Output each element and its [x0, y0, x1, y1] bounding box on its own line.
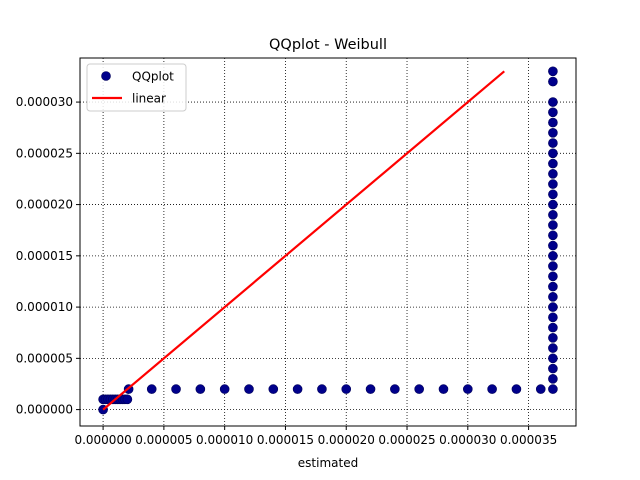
qq-point: [548, 343, 558, 353]
linear-line: [102, 70, 505, 411]
legend-marker-qqplot: [101, 71, 111, 81]
x-tick-label: 0.000005: [135, 433, 192, 447]
legend-label: linear: [132, 92, 166, 106]
qq-point: [548, 292, 558, 302]
qq-point: [548, 240, 558, 251]
x-tick-label: 0.000000: [74, 433, 131, 447]
qq-point: [317, 384, 327, 394]
x-axis-label: estimated: [298, 456, 358, 470]
y-tick-label: 0.000025: [16, 146, 73, 160]
y-tick-label: 0.000030: [16, 95, 73, 109]
legend-label: QQplot: [132, 70, 174, 84]
x-tick-label: 0.000035: [500, 433, 557, 447]
qq-point: [548, 384, 558, 394]
y-tick-label: 0.000000: [16, 403, 73, 417]
qq-point: [548, 363, 558, 374]
qq-point: [548, 138, 558, 148]
qq-point: [268, 384, 279, 394]
qq-point: [171, 384, 181, 394]
qq-point: [341, 384, 352, 394]
x-tick-label: 0.000020: [318, 433, 375, 447]
qq-point: [548, 158, 558, 169]
qq-point: [535, 384, 546, 394]
axes-frame: [79, 57, 577, 427]
qq-point: [548, 189, 558, 200]
qq-point: [548, 97, 558, 107]
qq-point: [548, 179, 558, 189]
x-tick-label: 0.000030: [439, 433, 496, 447]
qq-point: [548, 76, 558, 87]
qq-point: [438, 384, 449, 394]
qq-point: [548, 128, 558, 138]
qq-point: [487, 384, 497, 394]
qq-point: [548, 271, 558, 282]
qq-point: [219, 384, 230, 394]
qq-point: [548, 230, 558, 241]
qq-point: [548, 148, 558, 159]
qq-point: [548, 374, 558, 384]
qq-point: [548, 117, 558, 128]
qq-point: [548, 333, 558, 343]
grid: [80, 58, 576, 426]
y-tick-label: 0.000005: [16, 351, 73, 365]
qq-point: [548, 312, 558, 323]
x-tick-label: 0.000015: [257, 433, 314, 447]
qq-point: [548, 302, 558, 312]
y-tick-label: 0.000015: [16, 249, 73, 263]
qq-point: [548, 66, 558, 77]
qq-point: [244, 384, 254, 394]
legend: QQplot linear: [86, 63, 187, 112]
qq-point: [292, 384, 303, 394]
qq-point: [511, 384, 522, 394]
y-tick-label: 0.000020: [16, 198, 73, 212]
x-tick-label: 0.000025: [378, 433, 435, 447]
qq-point: [122, 394, 133, 405]
qq-point: [146, 384, 157, 394]
legend-box: [86, 63, 187, 112]
qq-point: [414, 384, 424, 394]
qq-point: [548, 281, 558, 292]
qq-point: [195, 384, 206, 394]
y-axis: 0.000000 0.000005 0.000010 0.000015 0.000020…: [16, 95, 80, 417]
chart-title: QQplot - Weibull: [269, 37, 387, 53]
x-axis: 0.000000 0.000005 0.000010 0.000015 0.000020…: [74, 426, 557, 447]
qq-point: [548, 210, 558, 220]
qq-point: [390, 384, 400, 394]
qq-point: [548, 251, 558, 261]
qq-point: [548, 199, 558, 210]
qq-point: [463, 384, 473, 394]
qq-point: [548, 107, 558, 118]
x-tick-label: 0.000010: [196, 433, 253, 447]
qq-point: [548, 353, 558, 364]
plot-area: [98, 66, 558, 415]
qq-point: [365, 384, 376, 394]
qq-point: [548, 322, 558, 333]
y-tick-label: 0.000010: [16, 300, 73, 314]
qq-point: [548, 220, 558, 230]
qq-point: [548, 261, 558, 271]
qq-point: [548, 169, 558, 179]
